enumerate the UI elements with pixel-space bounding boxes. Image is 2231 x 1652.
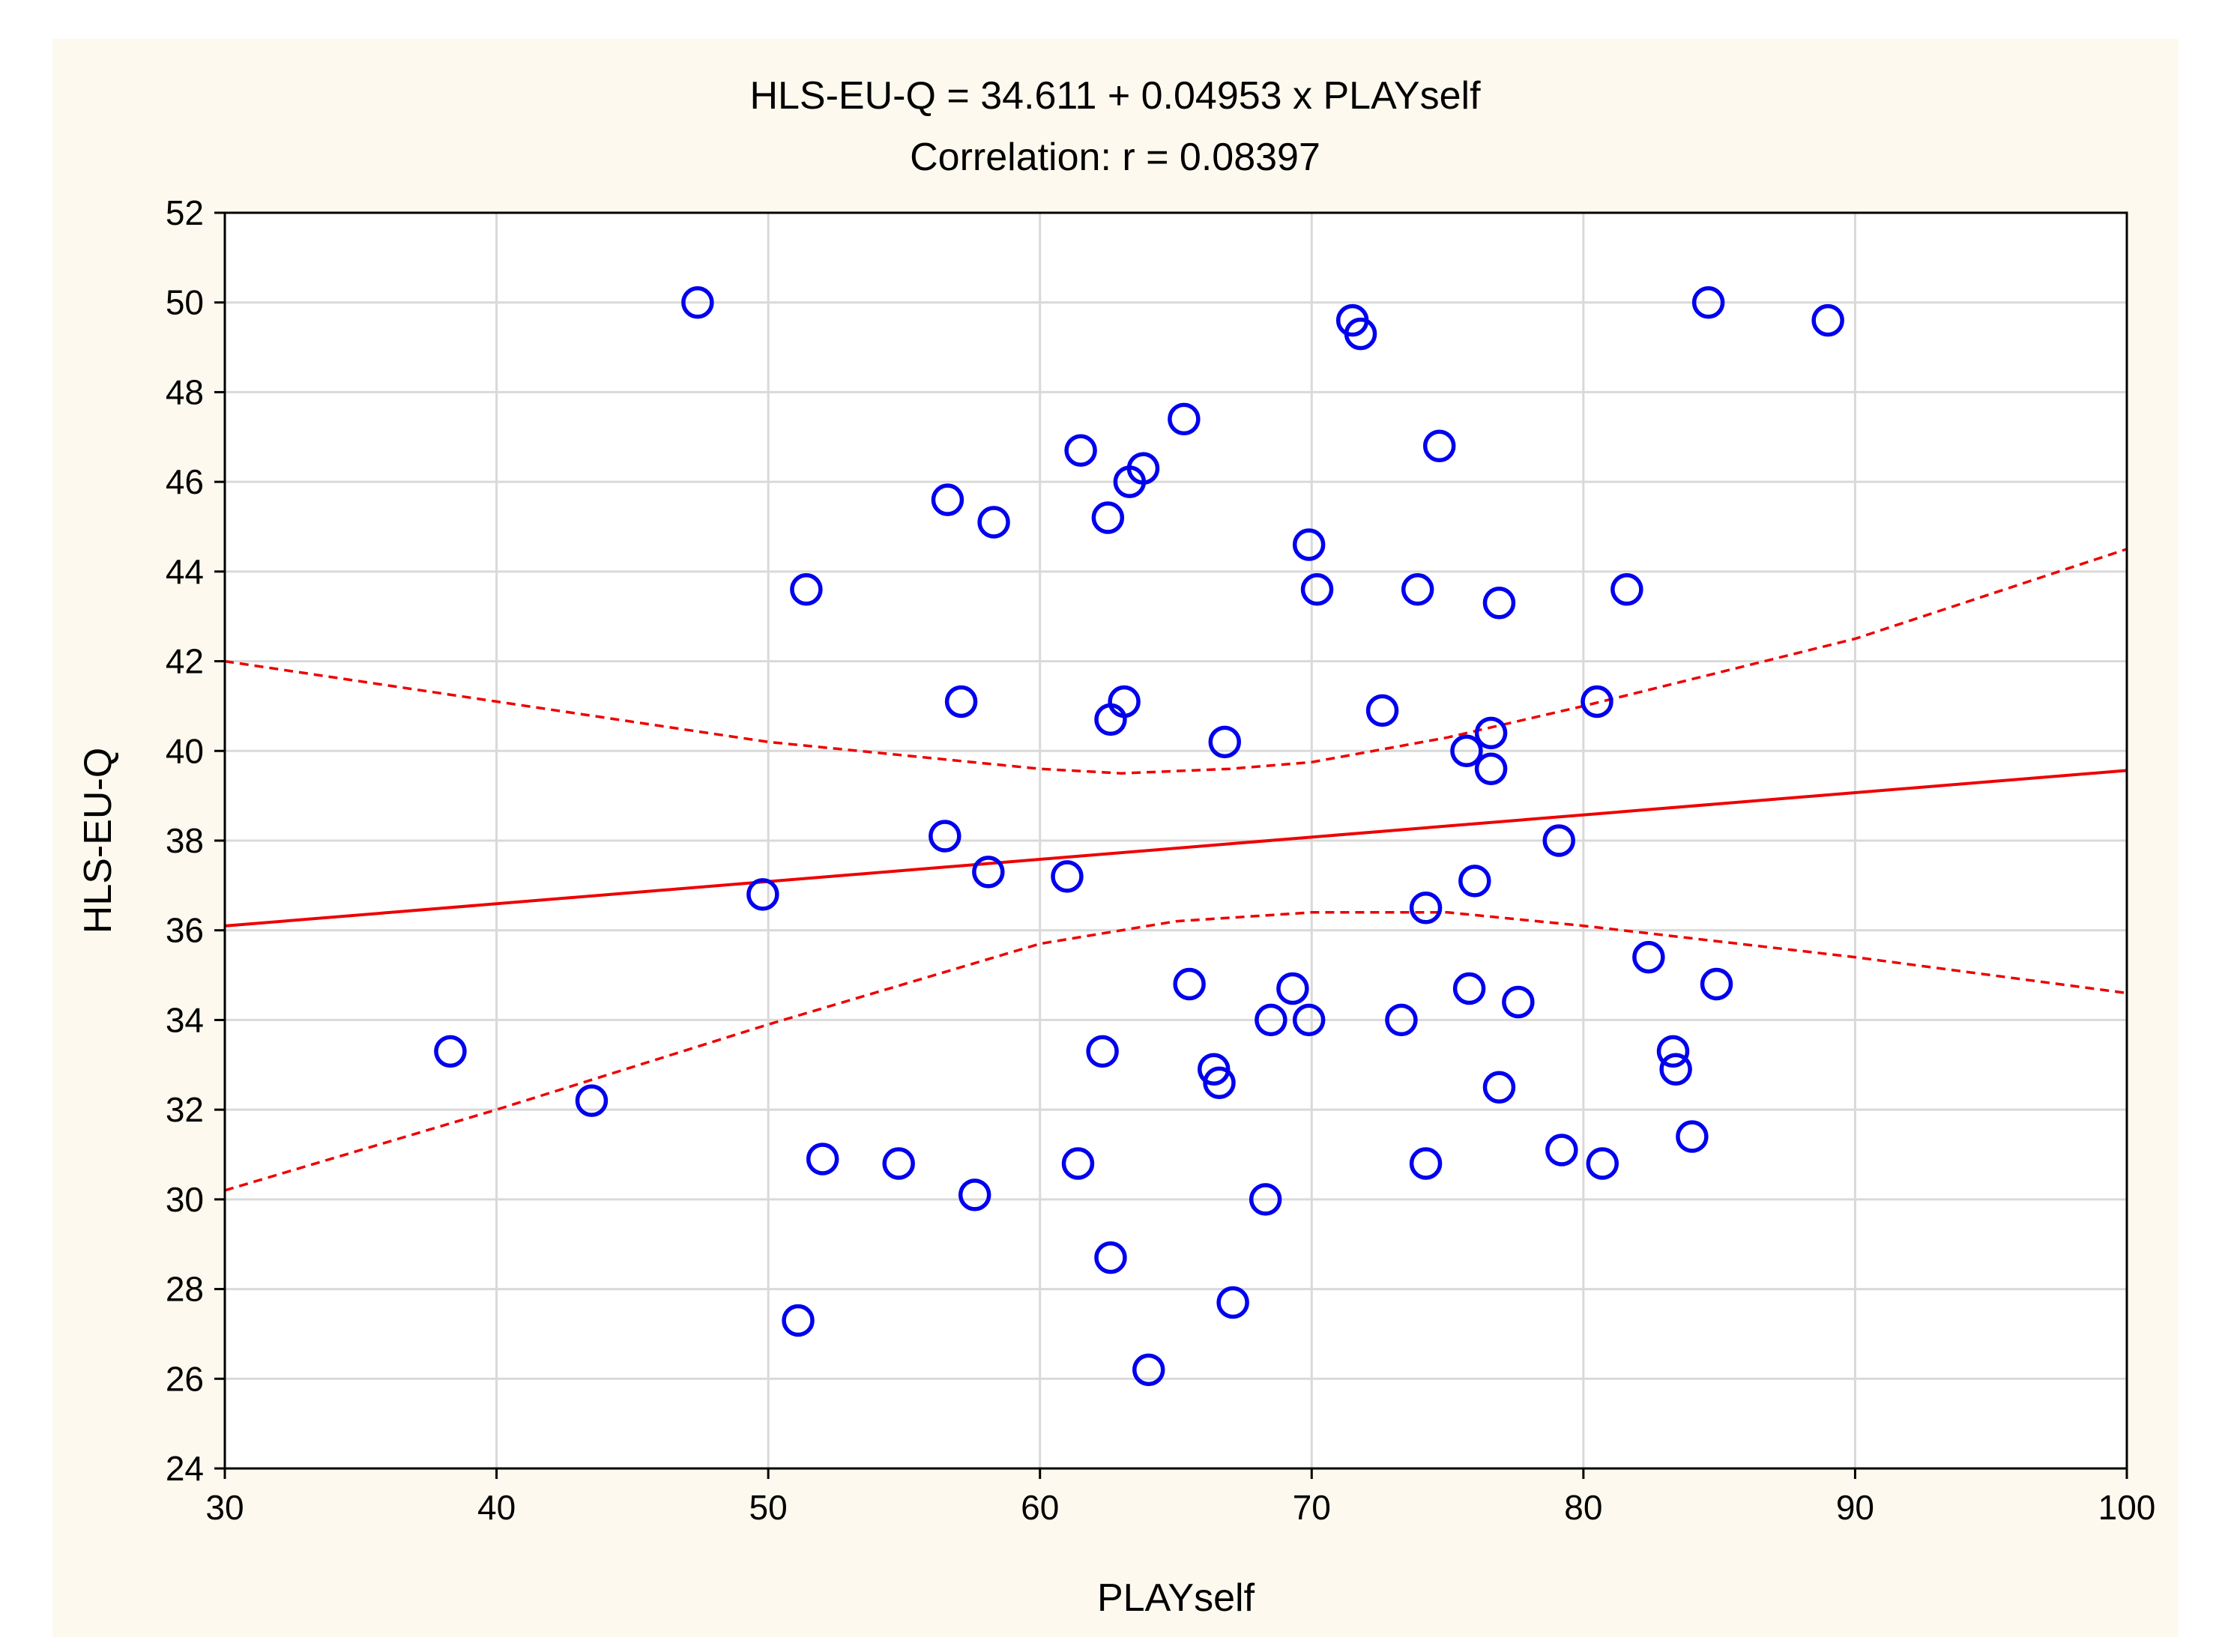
data-point <box>681 285 714 319</box>
data-point <box>958 1179 991 1211</box>
data-points <box>434 285 1844 1387</box>
x-tick-label: 60 <box>1021 1488 1059 1527</box>
data-point <box>1132 1353 1165 1387</box>
data-point <box>1208 725 1242 759</box>
data-point <box>1173 967 1206 1001</box>
x-tick-labels: 30 40 50 60 70 80 90 100 <box>205 1488 2155 1527</box>
data-point <box>1300 573 1334 606</box>
data-point <box>977 506 1010 539</box>
data-point <box>1401 573 1434 606</box>
x-tick-label: 30 <box>205 1488 244 1527</box>
data-point <box>1168 402 1201 436</box>
data-point <box>1811 303 1844 337</box>
data-point <box>1292 1003 1326 1037</box>
y-tick-label: 48 <box>166 372 204 411</box>
data-point <box>1365 694 1399 727</box>
grid-lines <box>225 213 2127 1468</box>
data-point <box>1292 528 1326 561</box>
data-point <box>1586 1147 1619 1180</box>
regression-line <box>224 769 2128 928</box>
data-point <box>931 483 964 516</box>
data-point <box>1216 1286 1249 1319</box>
data-point <box>1255 1003 1287 1037</box>
y-tick-labels: 24 26 28 30 32 34 36 38 40 42 44 46 48 50 52 <box>166 193 204 1488</box>
data-point <box>1458 865 1491 898</box>
chart-title: HLS-EU-Q = 34.611 + 0.04953 x PLAYself <box>749 74 1481 118</box>
data-point <box>972 856 1005 889</box>
data-point <box>1542 824 1575 857</box>
data-point <box>1051 860 1084 893</box>
data-point <box>1409 892 1443 925</box>
data-point <box>434 1035 467 1068</box>
chart-subtitle: Correlation: r = 0.08397 <box>910 136 1320 179</box>
x-tick-label: 70 <box>1293 1488 1331 1527</box>
confidence-band-upper <box>224 548 2128 775</box>
y-tick-label: 30 <box>166 1180 204 1219</box>
data-point <box>1086 1035 1119 1068</box>
axis-ticks <box>214 211 2128 1479</box>
data-point <box>782 1304 815 1337</box>
data-point <box>1691 285 1725 319</box>
data-point <box>1113 465 1147 498</box>
data-point <box>1502 985 1535 1019</box>
data-point <box>1385 1003 1418 1037</box>
data-point <box>790 573 823 606</box>
data-point <box>1061 1147 1095 1180</box>
y-tick-label: 38 <box>166 821 204 860</box>
data-point <box>1581 685 1613 718</box>
confidence-band-lower <box>224 911 2128 1192</box>
data-point <box>1409 1147 1443 1180</box>
confidence-band <box>224 548 2128 1192</box>
data-point <box>1474 752 1508 785</box>
data-point <box>1091 501 1125 534</box>
data-point <box>1450 734 1483 768</box>
x-tick-label: 80 <box>1564 1488 1602 1527</box>
y-tick-label: 50 <box>166 283 204 322</box>
x-tick-label: 50 <box>749 1488 788 1527</box>
data-point <box>1452 972 1486 1005</box>
data-point <box>1545 1134 1578 1167</box>
data-point <box>1632 940 1665 974</box>
x-tick-label: 100 <box>2098 1488 2156 1527</box>
data-point <box>1249 1183 1282 1216</box>
y-tick-label: 44 <box>166 552 204 591</box>
y-tick-label: 32 <box>166 1090 204 1129</box>
data-point <box>882 1147 915 1180</box>
data-point <box>929 820 961 853</box>
data-point <box>944 685 978 718</box>
y-tick-label: 24 <box>166 1449 204 1488</box>
data-point <box>1610 573 1643 606</box>
data-point <box>575 1084 609 1117</box>
y-tick-label: 40 <box>166 731 204 770</box>
y-tick-label: 34 <box>166 1000 204 1039</box>
data-point <box>1203 1066 1236 1099</box>
data-point <box>1482 1071 1516 1104</box>
data-point <box>1482 587 1516 620</box>
data-point <box>1344 317 1377 351</box>
data-point <box>1422 429 1456 463</box>
y-axis-label: HLS-EU-Q <box>76 748 120 934</box>
data-point <box>1700 967 1733 1001</box>
x-tick-label: 90 <box>1836 1488 1874 1527</box>
data-point <box>1064 434 1097 467</box>
data-point <box>1474 716 1508 750</box>
y-tick-label: 42 <box>166 642 204 681</box>
x-axis-label: PLAYself <box>1097 1576 1255 1620</box>
data-point <box>1276 972 1309 1005</box>
plot-frame <box>223 211 2128 1470</box>
y-tick-label: 36 <box>166 911 204 950</box>
y-tick-label: 52 <box>166 193 204 232</box>
data-point <box>1676 1120 1709 1153</box>
data-point <box>1659 1053 1692 1086</box>
y-tick-label: 26 <box>166 1359 204 1398</box>
data-point <box>1094 1241 1127 1274</box>
data-point <box>1656 1035 1690 1068</box>
data-point <box>1094 703 1127 736</box>
data-point <box>806 1143 839 1176</box>
data-point <box>746 878 779 911</box>
y-tick-label: 46 <box>166 462 204 501</box>
y-tick-label: 28 <box>166 1270 204 1309</box>
x-tick-label: 40 <box>477 1488 516 1527</box>
